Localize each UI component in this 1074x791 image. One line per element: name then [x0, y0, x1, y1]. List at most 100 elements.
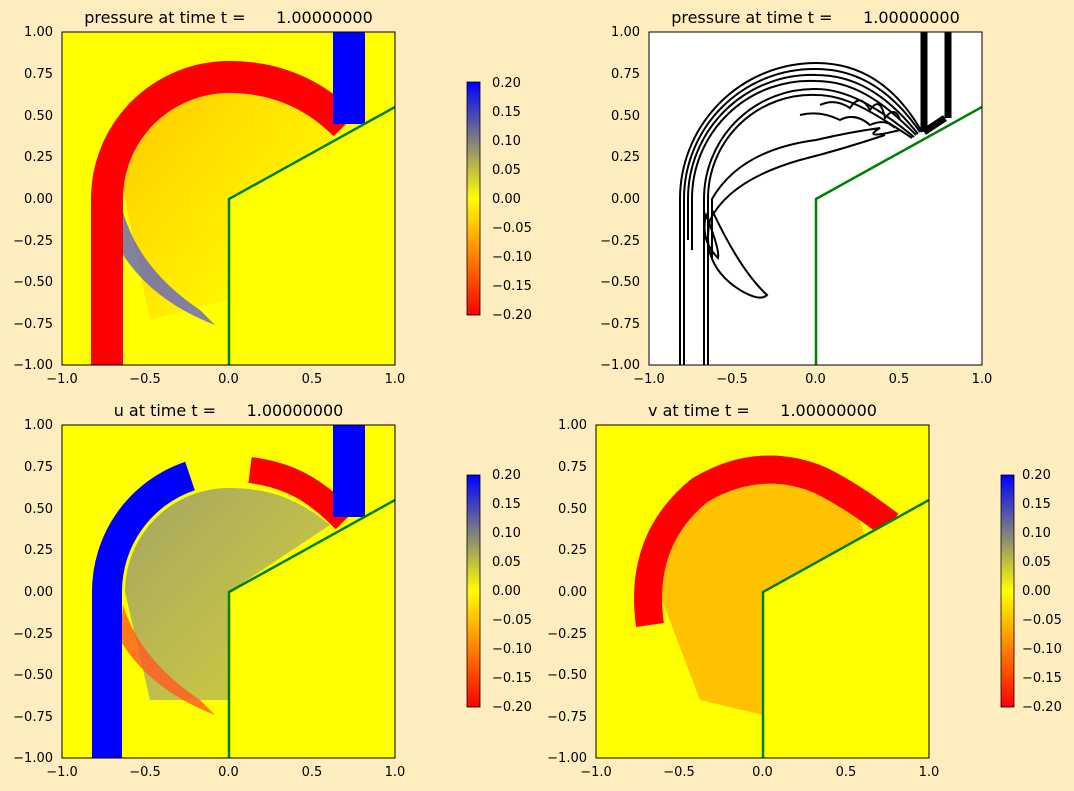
colorbar-tick-label: 0.00 [492, 192, 521, 207]
y-axis: −1.00 −0.75 −0.50 −0.25 0.00 0.25 0.50 0… [547, 418, 587, 766]
y-tick-label: −0.25 [600, 234, 640, 249]
y-tick-label: −0.50 [547, 668, 587, 683]
rarefaction-region [120, 605, 215, 715]
y-tick-label: 0.25 [558, 543, 587, 558]
colorbar-tick-label: −0.10 [492, 642, 532, 657]
y-tick-label: 1.00 [24, 418, 53, 433]
panel-title: v at time t = 1.00000000 [648, 401, 877, 420]
rarefaction-region [120, 212, 215, 325]
plot-area [649, 32, 982, 365]
colorbar-gradient [1000, 474, 1015, 708]
colorbar-tick-label: 0.15 [492, 105, 521, 120]
x-tick-label: 0.5 [889, 372, 910, 387]
y-tick-label: 1.00 [24, 25, 53, 40]
x-tick-label: −0.5 [716, 372, 748, 387]
colorbar-tick-label: 0.10 [492, 526, 521, 541]
colorbar-tick-label: −0.10 [1022, 642, 1062, 657]
y-tick-label: −0.75 [547, 710, 587, 725]
y-tick-label: −1.00 [13, 751, 53, 766]
boundary-wall [814, 105, 982, 365]
colorbar-gradient [466, 474, 481, 708]
colorbar-tick-label: 0.20 [1022, 468, 1051, 483]
y-tick-label: 0.25 [24, 150, 53, 165]
colorbar-tick-label: −0.20 [492, 700, 532, 715]
x-axis: −1.0 −0.5 0.0 0.5 1.0 [46, 372, 405, 387]
plot-area [596, 425, 929, 758]
y-tick-label: 0.75 [24, 460, 53, 475]
colorbar-tick-label: 0.00 [492, 584, 521, 599]
y-tick-label: −1.00 [13, 358, 53, 373]
colorbar-tick-label: −0.10 [492, 250, 532, 265]
x-tick-label: −0.5 [663, 765, 695, 780]
x-tick-label: 1.0 [385, 765, 406, 780]
y-tick-label: 0.50 [558, 502, 587, 517]
boundary-wall [761, 498, 929, 758]
colorbar-tick-label: −0.20 [1022, 700, 1062, 715]
axes-frame [61, 31, 396, 366]
y-tick-label: −0.25 [13, 234, 53, 249]
y-tick-label: −0.50 [600, 275, 640, 290]
shock-front [634, 455, 899, 627]
colorbar-tick-label: −0.05 [1022, 613, 1062, 628]
axes-frame [595, 424, 930, 759]
boundary-wall [227, 105, 395, 365]
colorbar-tick-label: −0.15 [492, 671, 532, 686]
contour-line [799, 112, 896, 129]
y-tick-label: 0.50 [24, 109, 53, 124]
contour-line [679, 61, 923, 365]
y-tick-label: 0.00 [24, 192, 53, 207]
contour-lines [679, 61, 923, 365]
contour-line [690, 79, 917, 250]
field-outside-domain [229, 107, 395, 365]
grey-interior [125, 488, 330, 700]
panel-v-heatmap: v at time t = 1.00000000 −1.0 −0.5 0.0 0… [547, 401, 1062, 780]
y-tick-label: −0.50 [13, 668, 53, 683]
x-tick-label: 1.0 [972, 372, 993, 387]
y-tick-label: 0.50 [24, 502, 53, 517]
y-tick-label: −0.50 [13, 275, 53, 290]
y-tick-label: −0.25 [13, 627, 53, 642]
colorbar-tick-label: −0.20 [492, 308, 532, 323]
plot-area [62, 425, 395, 758]
axes-frame [648, 31, 983, 366]
x-tick-label: −1.0 [46, 765, 78, 780]
x-tick-label: −1.0 [580, 765, 612, 780]
axes-frame [61, 424, 396, 759]
jet-column [333, 425, 365, 517]
contour-line [707, 93, 913, 365]
y-tick-label: 1.00 [611, 25, 640, 40]
panel-u-heatmap: u at time t = 1.00000000 −1.0 −0.5 0.0 0… [13, 401, 532, 780]
panel-title: pressure at time t = 1.00000000 [671, 8, 960, 27]
colorbar: −0.20 −0.15 −0.10 −0.05 0.00 0.05 0.10 0… [466, 468, 532, 715]
colorbar-tick-label: 0.05 [1022, 555, 1051, 570]
y-tick-label: 0.00 [611, 192, 640, 207]
x-tick-label: 0.0 [752, 765, 773, 780]
colorbar-tick-label: 0.10 [492, 134, 521, 149]
y-axis: −1.00 −0.75 −0.50 −0.25 0.00 0.25 0.50 0… [600, 25, 640, 373]
field-outside-domain [229, 500, 395, 758]
x-tick-label: 0.0 [218, 372, 239, 387]
diffuse-region [120, 62, 330, 320]
colorbar-tick-label: 0.20 [492, 76, 521, 91]
y-tick-label: 0.75 [558, 460, 587, 475]
x-tick-label: 0.0 [805, 372, 826, 387]
y-tick-label: 0.00 [24, 585, 53, 600]
x-axis: −1.0 −0.5 0.0 0.5 1.0 [46, 765, 405, 780]
x-tick-label: 0.5 [302, 372, 323, 387]
colorbar-tick-label: −0.15 [1022, 671, 1062, 686]
y-tick-label: −0.75 [13, 710, 53, 725]
contour-line [711, 127, 901, 258]
colorbar-tick-label: 0.05 [492, 163, 521, 178]
y-tick-label: 1.00 [558, 418, 587, 433]
x-tick-label: 0.5 [302, 765, 323, 780]
y-tick-label: 0.75 [611, 67, 640, 82]
shock-front [91, 60, 357, 365]
colorbar-tick-label: 0.20 [492, 468, 521, 483]
jet-contours [920, 32, 952, 135]
y-tick-label: 0.75 [24, 67, 53, 82]
x-tick-label: −0.5 [129, 765, 161, 780]
x-tick-label: −0.5 [129, 372, 161, 387]
x-tick-label: −1.0 [46, 372, 78, 387]
plot-area [62, 32, 395, 365]
y-tick-label: −0.75 [600, 317, 640, 332]
